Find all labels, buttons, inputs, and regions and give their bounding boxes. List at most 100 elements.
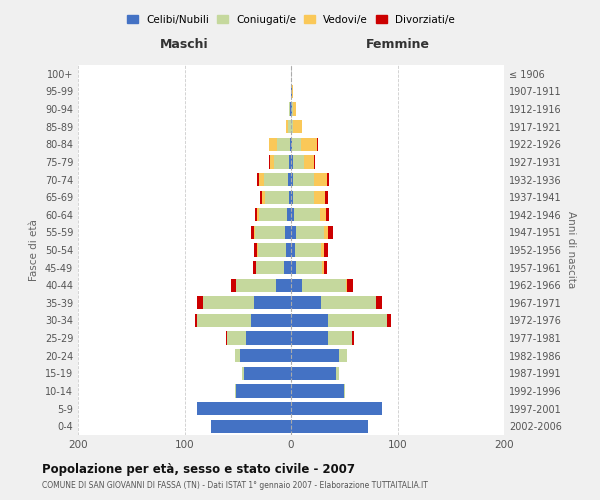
Bar [291, 332, 328, 344]
Bar [289, 190, 291, 204]
Legend: Celibi/Nubili, Coniugati/e, Vedovi/e, Divorziati/e: Celibi/Nubili, Coniugati/e, Vedovi/e, Di… [127, 14, 455, 24]
Bar [328, 314, 387, 327]
Bar [203, 296, 254, 310]
Bar [322, 261, 324, 274]
Bar [256, 261, 284, 274]
Bar [321, 296, 376, 310]
Bar [197, 296, 203, 310]
Bar [270, 156, 274, 168]
Bar [289, 156, 291, 168]
Bar [257, 173, 259, 186]
Bar [293, 120, 302, 134]
Y-axis label: Anni di nascita: Anni di nascita [566, 212, 575, 288]
Bar [291, 120, 293, 134]
Bar [324, 261, 327, 274]
Bar [291, 278, 302, 292]
Bar [244, 366, 291, 380]
Bar [260, 190, 262, 204]
Bar [251, 226, 254, 239]
Bar [258, 244, 286, 256]
Bar [294, 208, 320, 222]
Bar [376, 296, 382, 310]
Bar [314, 190, 325, 204]
Bar [324, 226, 328, 239]
Bar [226, 332, 227, 344]
Bar [304, 156, 314, 168]
Bar [289, 102, 290, 116]
Bar [291, 244, 295, 256]
Bar [287, 208, 291, 222]
Bar [290, 102, 291, 116]
Bar [251, 314, 291, 327]
Bar [325, 190, 328, 204]
Bar [301, 138, 317, 151]
Text: Popolazione per età, sesso e stato civile - 2007: Popolazione per età, sesso e stato civil… [42, 462, 355, 475]
Bar [277, 138, 290, 151]
Bar [288, 173, 291, 186]
Bar [246, 332, 291, 344]
Text: Femmine: Femmine [365, 38, 430, 51]
Bar [235, 349, 240, 362]
Bar [284, 226, 291, 239]
Bar [259, 208, 287, 222]
Bar [292, 138, 301, 151]
Bar [288, 120, 291, 134]
Bar [257, 244, 258, 256]
Bar [314, 156, 316, 168]
Bar [328, 226, 332, 239]
Bar [291, 402, 382, 415]
Bar [235, 384, 236, 398]
Bar [236, 384, 291, 398]
Bar [293, 156, 304, 168]
Bar [327, 173, 329, 186]
Bar [346, 278, 347, 292]
Bar [253, 261, 256, 274]
Bar [262, 190, 265, 204]
Bar [291, 190, 293, 204]
Bar [255, 226, 284, 239]
Bar [293, 190, 314, 204]
Bar [259, 173, 265, 186]
Bar [387, 314, 391, 327]
Bar [314, 173, 327, 186]
Bar [336, 366, 339, 380]
Bar [291, 420, 368, 433]
Bar [302, 278, 346, 292]
Bar [284, 261, 291, 274]
Bar [291, 85, 292, 98]
Bar [291, 314, 328, 327]
Bar [293, 102, 296, 116]
Bar [291, 138, 292, 151]
Bar [291, 102, 292, 116]
Bar [286, 244, 291, 256]
Bar [240, 349, 291, 362]
Bar [296, 261, 322, 274]
Bar [352, 332, 354, 344]
Bar [195, 314, 197, 327]
Bar [254, 244, 257, 256]
Text: COMUNE DI SAN GIOVANNI DI FASSA (TN) - Dati ISTAT 1° gennaio 2007 - Elaborazione: COMUNE DI SAN GIOVANNI DI FASSA (TN) - D… [42, 481, 428, 490]
Bar [291, 226, 296, 239]
Bar [265, 190, 289, 204]
Bar [274, 156, 289, 168]
Bar [232, 278, 236, 292]
Bar [197, 402, 291, 415]
Bar [269, 138, 277, 151]
Bar [257, 208, 259, 222]
Bar [347, 278, 353, 292]
Bar [276, 278, 291, 292]
Bar [291, 173, 293, 186]
Bar [255, 208, 257, 222]
Bar [291, 261, 296, 274]
Bar [290, 138, 291, 151]
Bar [291, 366, 336, 380]
Bar [265, 173, 288, 186]
Bar [296, 226, 324, 239]
Bar [236, 278, 276, 292]
Bar [291, 349, 339, 362]
Bar [328, 332, 352, 344]
Bar [291, 384, 344, 398]
Bar [269, 156, 270, 168]
Bar [254, 296, 291, 310]
Bar [227, 332, 246, 344]
